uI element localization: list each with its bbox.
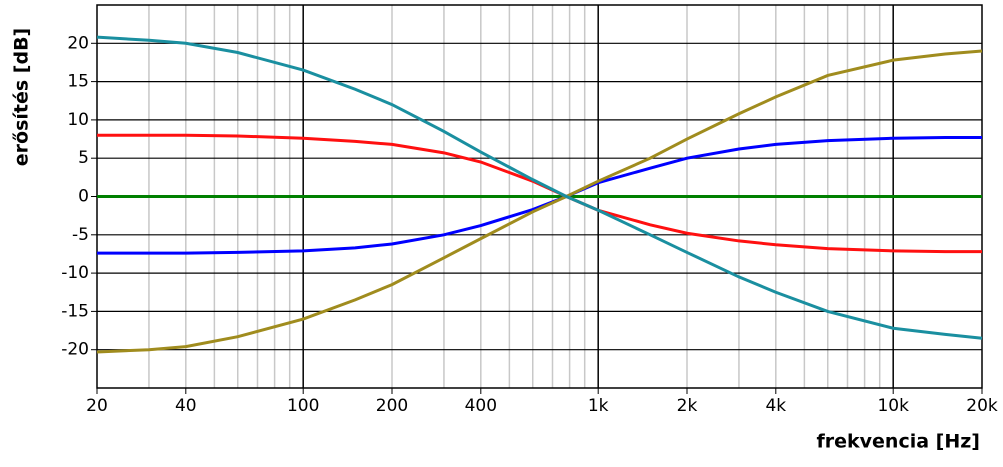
y-axis-title: erősítés [dB] [11, 28, 33, 166]
y-tick-label: 5 [78, 148, 89, 168]
x-tick-label: 4k [765, 396, 786, 416]
x-tick-label: 10k [877, 396, 909, 416]
x-tick-label: 200 [376, 396, 408, 416]
series-line [96, 49, 983, 354]
x-tick-label: 20 [86, 396, 108, 416]
y-tick-label: 15 [67, 72, 89, 92]
x-tick-label: 1k [588, 396, 609, 416]
x-axis-title: frekvencia [Hz] [817, 431, 981, 453]
series-line [97, 133, 982, 254]
series-line [96, 35, 983, 340]
x-tick-label: 100 [287, 396, 319, 416]
x-tick-label: 20k [966, 396, 998, 416]
y-tick-label: 20 [67, 33, 89, 53]
y-tick-label: -20 [61, 340, 89, 360]
x-tick-label: 400 [465, 396, 497, 416]
y-tick-label: 0 [78, 187, 89, 207]
y-tick-label: -5 [72, 225, 89, 245]
x-tick-label: 40 [175, 396, 197, 416]
y-tick-label: 10 [67, 110, 89, 130]
y-tick-label: -10 [61, 263, 89, 283]
x-tick-label: 2k [677, 396, 698, 416]
y-tick-label: -15 [61, 301, 89, 321]
